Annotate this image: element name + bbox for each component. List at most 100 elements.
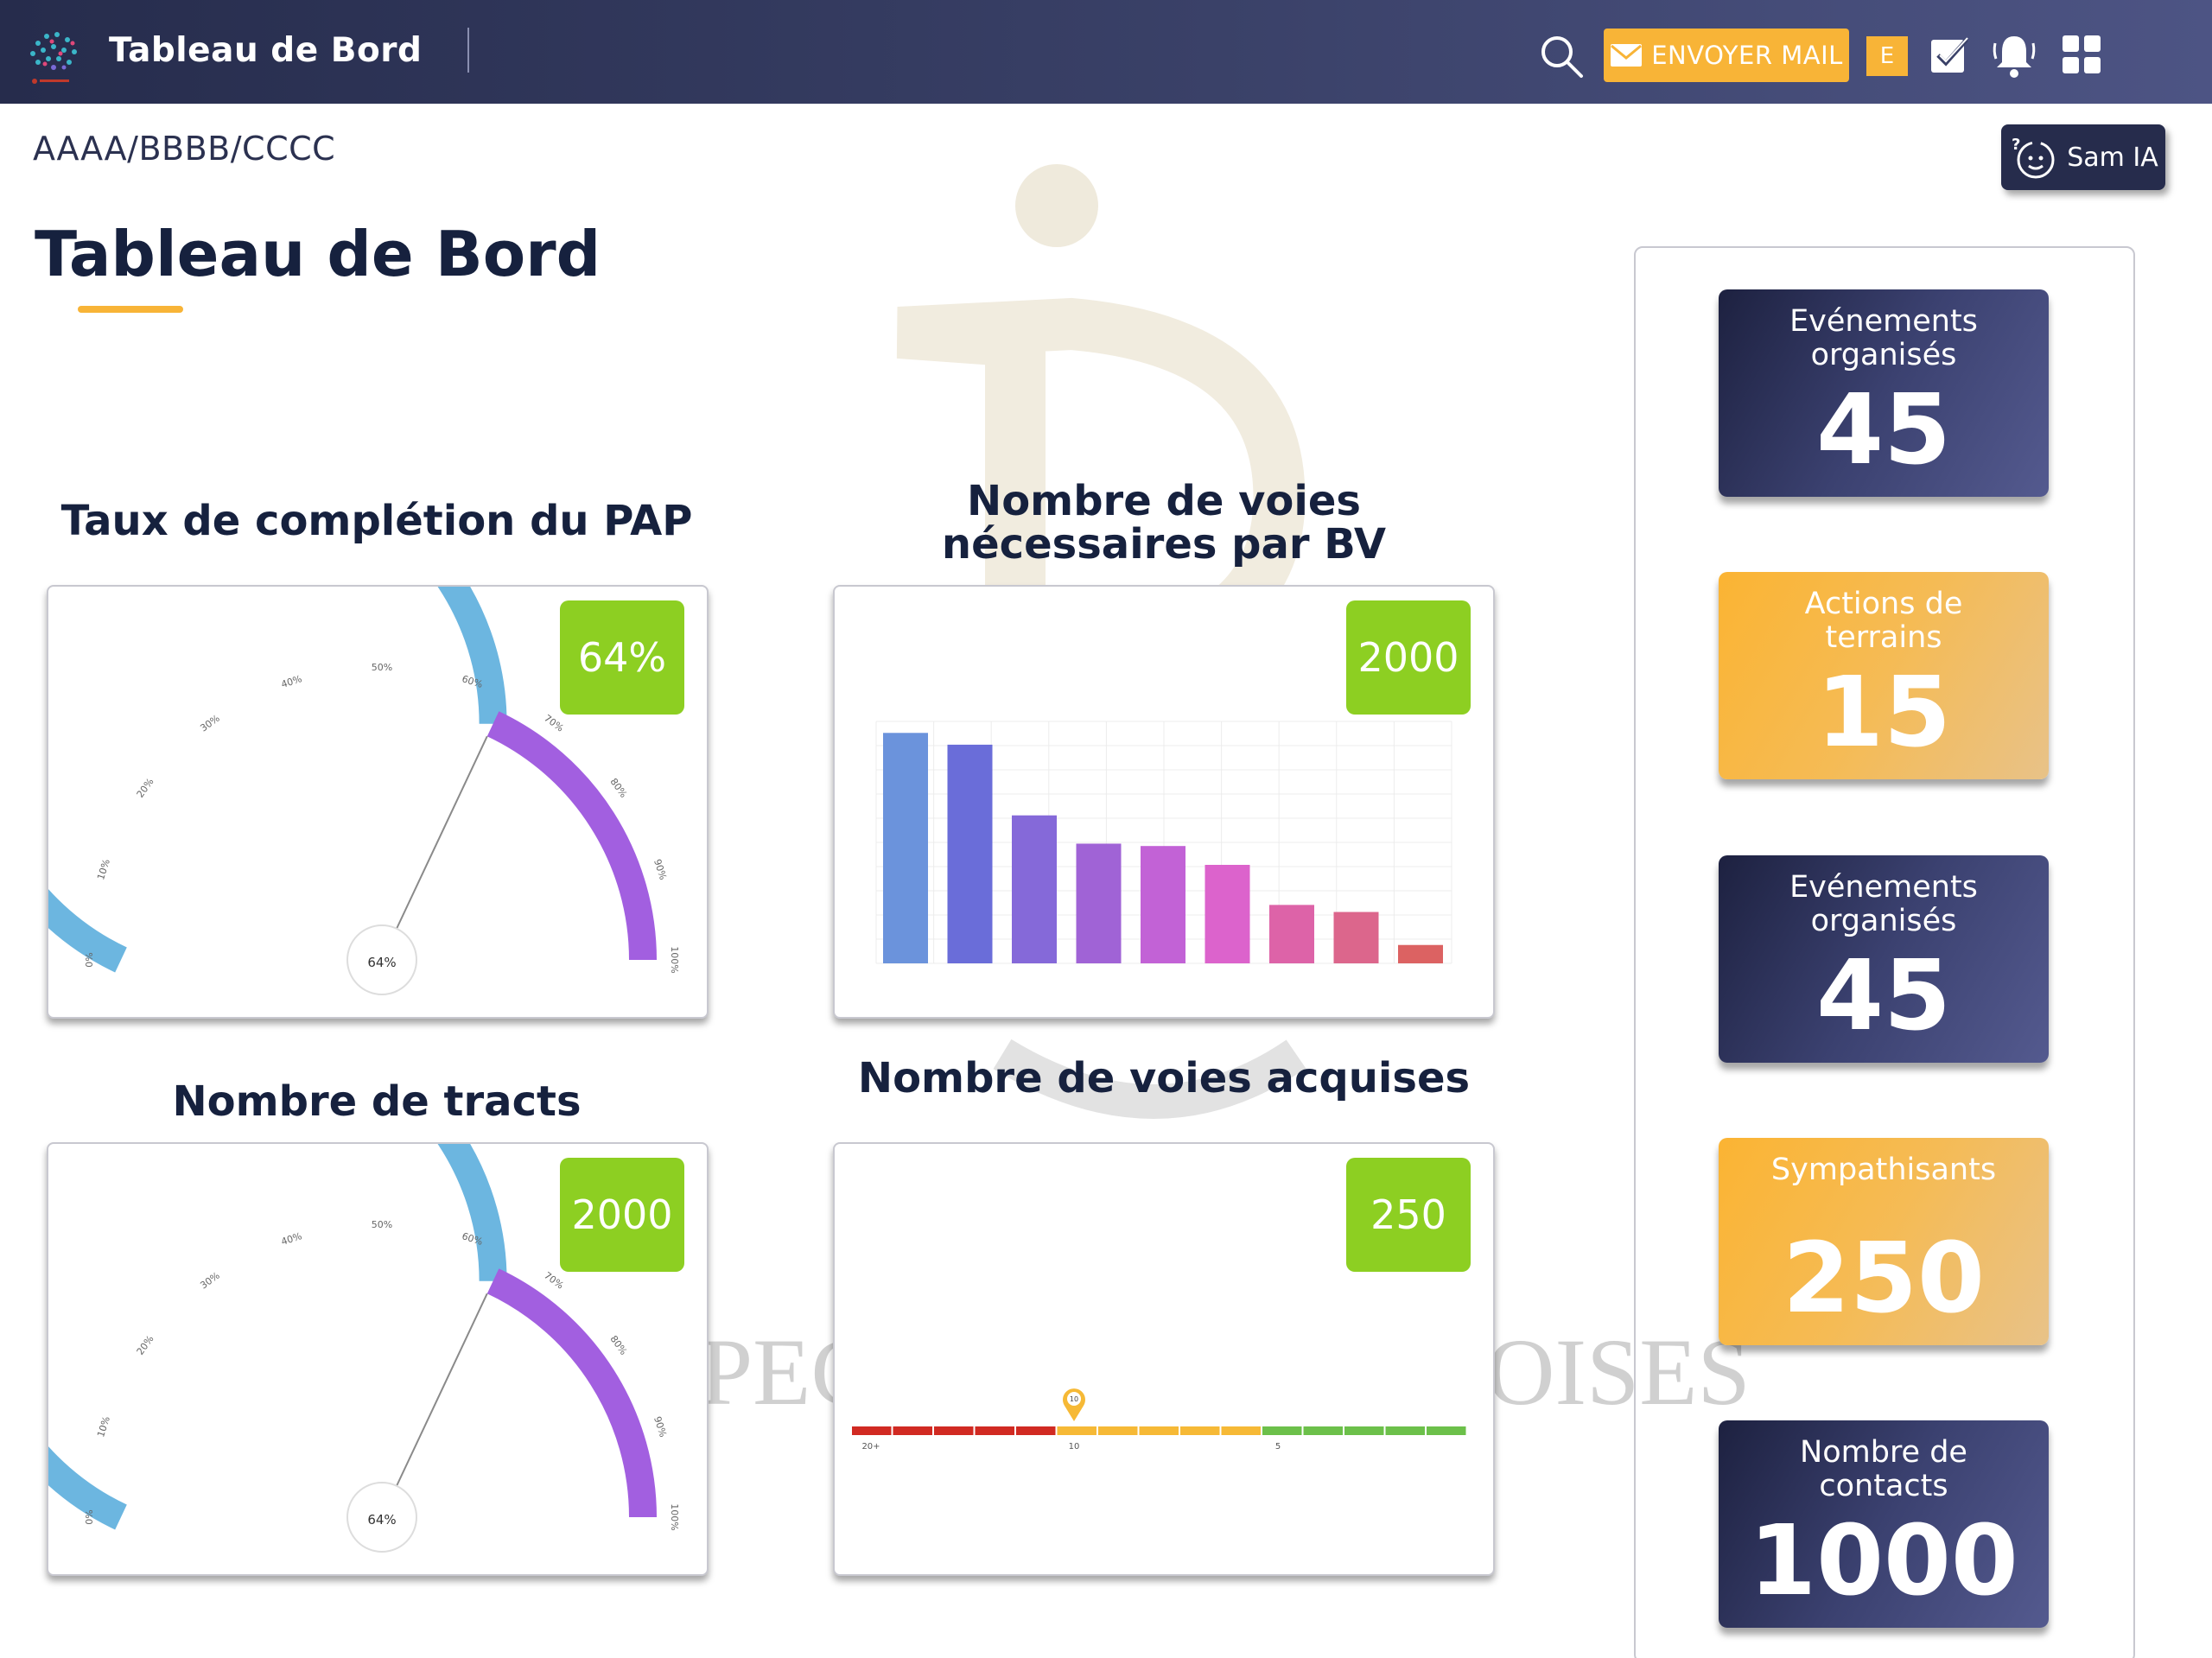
kpi-value: 45: [1816, 940, 1951, 1052]
voies-bv-title: Nombre de voies nécessaires par BV: [830, 480, 1498, 566]
gauge-segment: [1303, 1426, 1343, 1435]
gauge-tick-label: 30%: [198, 713, 221, 734]
kpi-label: Nombre de contacts: [1800, 1435, 1967, 1503]
page-title: Tableau de Bord: [35, 218, 601, 290]
title-underline: [78, 306, 183, 313]
scale-label: 20+: [861, 1442, 880, 1452]
gauge-center-label: 64%: [367, 1512, 396, 1528]
voies-bv-title-line1: Nombre de voies: [967, 477, 1361, 525]
gauge-tick-label: 90%: [652, 858, 669, 881]
pap-value-badge: 64%: [560, 600, 684, 715]
bar[interactable]: [1269, 905, 1314, 963]
bar[interactable]: [1141, 846, 1185, 963]
user-avatar-button[interactable]: E: [1866, 36, 1908, 76]
tracts-value-badge: 2000: [560, 1158, 684, 1272]
top-navbar: Tableau de Bord ENVOYER MAIL E: [0, 0, 2212, 104]
kpi-card-evenements[interactable]: Evénements organisés 45: [1719, 289, 2049, 497]
gauge-tick-label: 0%: [84, 952, 95, 967]
scale-label: 10: [1069, 1442, 1080, 1452]
kpi-card-sympathisants[interactable]: Sympathisants 250: [1719, 1138, 2049, 1345]
gauge-tick-label: 50%: [372, 662, 392, 673]
gauge-tick-label: 80%: [607, 1333, 629, 1356]
sam-ia-button[interactable]: ? Sam IA: [2001, 124, 2165, 190]
sam-ia-label: Sam IA: [2067, 142, 2158, 173]
scale-label: 5: [1275, 1442, 1281, 1452]
gauge-filled-arc: [48, 587, 507, 973]
gauge-segment: [1139, 1426, 1179, 1435]
tracts-gauge-chart: 64%0%10%20%30%40%50%60%70%80%90%100%: [48, 1144, 680, 1553]
gauge-needle: [381, 735, 488, 961]
kpi-card-evenements-2[interactable]: Evénements organisés 45: [1719, 855, 2049, 1063]
kpi-label: Sympathisants: [1770, 1153, 1997, 1187]
gauge-segment: [934, 1426, 974, 1435]
header-divider: [467, 28, 469, 73]
gauge-tick-label: 70%: [542, 713, 565, 734]
gauge-segment: [893, 1426, 932, 1435]
gauge-segment: [1016, 1426, 1056, 1435]
voies-acquises-linear-gauge: 20+ 10 5 10: [852, 1388, 1466, 1452]
gauge-tick-label: 50%: [372, 1219, 392, 1230]
gauge-tick-label: 100%: [669, 1503, 680, 1530]
kpi-value: 250: [1783, 1223, 1985, 1335]
send-mail-button[interactable]: ENVOYER MAIL: [1604, 29, 1849, 82]
gauge-segment: [1180, 1426, 1220, 1435]
bar[interactable]: [1333, 912, 1379, 963]
gauge-hub: [346, 1482, 417, 1553]
envelope-icon: [1611, 44, 1643, 67]
kpi-value: 1000: [1749, 1505, 2018, 1617]
voies-bv-title-line2: nécessaires par BV: [941, 520, 1387, 569]
voies-bv-bar-chart: [875, 721, 1452, 964]
voies-acquises-card[interactable]: 20+ 10 5 10 250: [833, 1142, 1495, 1576]
tasks-check-icon[interactable]: [1929, 35, 1970, 76]
app-title: Tableau de Bord: [109, 31, 423, 70]
kpi-panel: [1634, 246, 2135, 1658]
tracts-title: Nombre de tracts: [172, 1077, 582, 1126]
pap-gauge-card[interactable]: 64% 0% 10% 20% 30% 40% 50% 60% 70% 80% 90% 100% 64%: [47, 585, 709, 1019]
bar[interactable]: [1205, 865, 1250, 963]
bar[interactable]: [1012, 815, 1057, 963]
kpi-label: Evénements organisés: [1789, 870, 1978, 938]
gauge-center-label: 64%: [367, 955, 396, 970]
gauge-segment: [1221, 1426, 1261, 1435]
bar[interactable]: [947, 744, 993, 963]
gauge-tick-label: 10%: [95, 858, 112, 881]
search-icon[interactable]: [1538, 33, 1585, 79]
apps-grid-icon[interactable]: [2062, 35, 2101, 74]
gauge-tick-label: 40%: [280, 1230, 303, 1248]
gauge-tick-label: 20%: [135, 1333, 156, 1356]
gauge-remaining-arc: [486, 711, 657, 961]
gauge-segment: [1427, 1426, 1466, 1435]
brain-logo-icon[interactable]: [21, 24, 86, 90]
bar[interactable]: [883, 733, 928, 963]
voies-bv-value-badge: 2000: [1346, 600, 1471, 715]
voies-acquises-value-badge: 250: [1346, 1158, 1471, 1272]
voies-acquises-title: Nombre de voies acquises: [857, 1054, 1471, 1102]
send-mail-label: ENVOYER MAIL: [1651, 41, 1843, 70]
svg-text:?: ?: [2012, 136, 2020, 154]
bar[interactable]: [1398, 944, 1443, 963]
gauge-needle: [381, 1293, 488, 1518]
gauge-tick-label: 90%: [652, 1415, 669, 1439]
gauge-segment: [1344, 1426, 1384, 1435]
tracts-gauge-card[interactable]: 64% 0% 10% 20% 30% 40% 50% 60% 70% 80% 90% 100% 200…: [47, 1142, 709, 1576]
gauge-segment: [1385, 1426, 1425, 1435]
kpi-card-contacts[interactable]: Nombre de contacts 1000: [1719, 1420, 2049, 1628]
kpi-card-actions-terrains[interactable]: Actions de terrains 15: [1719, 572, 2049, 779]
ai-assistant-icon: ?: [2012, 136, 2055, 179]
pap-gauge-chart: 64%0%10%20%30%40%50%60%70%80%90%100%: [48, 587, 680, 995]
notification-bell-icon[interactable]: [1991, 31, 2037, 79]
gauge-filled-arc: [48, 1144, 507, 1530]
kpi-label: Actions de terrains: [1804, 587, 1963, 655]
gauge-segment: [1098, 1426, 1138, 1435]
gauge-segment: [975, 1426, 1014, 1435]
breadcrumb[interactable]: AAAA/BBBB/CCCC: [33, 130, 336, 168]
gauge-segment: [1262, 1426, 1302, 1435]
gauge-tick-label: 100%: [669, 946, 680, 973]
voies-bv-card[interactable]: 2000: [833, 585, 1495, 1019]
kpi-value: 45: [1816, 374, 1951, 486]
bar[interactable]: [1076, 843, 1122, 963]
gauge-remaining-arc: [486, 1268, 657, 1518]
gauge-tick-label: 80%: [607, 776, 629, 799]
gauge-hub: [346, 924, 417, 995]
kpi-label: Evénements organisés: [1789, 304, 1978, 372]
